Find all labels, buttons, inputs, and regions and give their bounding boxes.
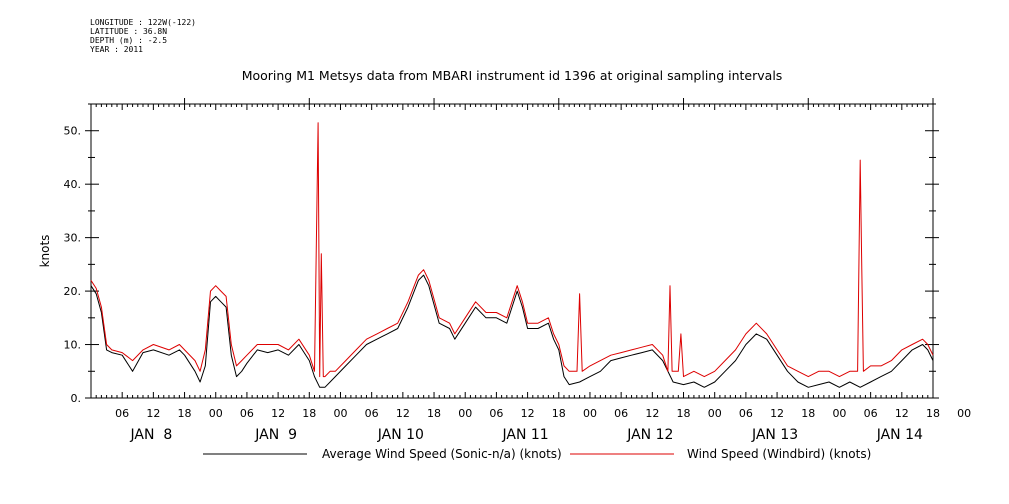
x-tick-label: 00 bbox=[333, 407, 347, 420]
x-tick-label: 12 bbox=[271, 407, 285, 420]
x-tick-label: 00 bbox=[583, 407, 597, 420]
x-tick-label: 12 bbox=[396, 407, 410, 420]
y-tick-label: 50. bbox=[64, 125, 82, 138]
x-tick-label: 06 bbox=[240, 407, 254, 420]
x-tick-label: 12 bbox=[895, 407, 909, 420]
x-tick-label: 12 bbox=[521, 407, 535, 420]
day-label: JAN 9 bbox=[254, 427, 297, 443]
y-tick-label: 10. bbox=[64, 339, 82, 352]
legend: Average Wind Speed (Sonic-n/a) (knots) W… bbox=[203, 447, 871, 461]
day-label: JAN 8 bbox=[129, 427, 172, 443]
year-label: YEAR : 2011 bbox=[90, 45, 143, 54]
day-labels: JAN 8 JAN 9 JAN 10 JAN 11 JAN 12 JAN 13 JAN 14 bbox=[129, 427, 923, 443]
depth-label: DEPTH (m) : -2.5 bbox=[90, 36, 168, 45]
day-label: JAN 10 bbox=[377, 427, 424, 443]
x-tick-label: 06 bbox=[365, 407, 379, 420]
x-tick-label: 00 bbox=[957, 407, 971, 420]
y-tick-labels: 0. 10. 20. 30. 40. 50. bbox=[64, 125, 82, 405]
x-tick-label: 18 bbox=[677, 407, 691, 420]
x-tick-label: 12 bbox=[645, 407, 659, 420]
series-layer bbox=[90, 122, 934, 388]
day-label: JAN 12 bbox=[626, 427, 673, 443]
x-tick-label: 06 bbox=[739, 407, 753, 420]
x-tick-labels: 06 12 18 00 06 12 18 00 06 12 18 00 06 12 18 00 06 12 18 00… bbox=[115, 407, 971, 420]
x-tick-label: 12 bbox=[146, 407, 160, 420]
y-tick-label: 0. bbox=[71, 392, 82, 405]
x-tick-label: 06 bbox=[864, 407, 878, 420]
x-tick-label: 00 bbox=[209, 407, 223, 420]
y-tick-label: 40. bbox=[64, 178, 82, 191]
day-label: JAN 14 bbox=[876, 427, 923, 443]
x-tick-label: 18 bbox=[926, 407, 940, 420]
y-axis-label: knots bbox=[38, 235, 52, 268]
x-tick-label: 18 bbox=[427, 407, 441, 420]
axis-ticks bbox=[85, 98, 939, 399]
x-tick-label: 06 bbox=[489, 407, 503, 420]
x-tick-label: 18 bbox=[302, 407, 316, 420]
x-tick-label: 18 bbox=[801, 407, 815, 420]
y-tick-label: 30. bbox=[64, 232, 82, 245]
latitude-label: LATITUDE : 36.8N bbox=[90, 27, 168, 36]
metadata-block: LONGITUDE : 122W(-122) LATITUDE : 36.8N … bbox=[90, 18, 196, 54]
x-tick-label: 06 bbox=[115, 407, 129, 420]
longitude-label: LONGITUDE : 122W(-122) bbox=[90, 18, 196, 27]
x-tick-label: 18 bbox=[178, 407, 192, 420]
series-line-windbird bbox=[90, 122, 934, 378]
chart-title: Mooring M1 Metsys data from MBARI instru… bbox=[242, 68, 783, 83]
x-tick-label: 12 bbox=[770, 407, 784, 420]
series-line-average-wind bbox=[90, 274, 934, 388]
day-label: JAN 11 bbox=[501, 427, 548, 443]
legend-label-windbird: Wind Speed (Windbird) (knots) bbox=[687, 447, 871, 461]
legend-label-average: Average Wind Speed (Sonic-n/a) (knots) bbox=[322, 447, 562, 461]
x-tick-label: 18 bbox=[552, 407, 566, 420]
y-tick-label: 20. bbox=[64, 285, 82, 298]
x-tick-label: 00 bbox=[708, 407, 722, 420]
x-tick-label: 00 bbox=[458, 407, 472, 420]
plot-frame bbox=[90, 103, 934, 399]
x-tick-label: 00 bbox=[832, 407, 846, 420]
x-tick-label: 06 bbox=[614, 407, 628, 420]
day-label: JAN 13 bbox=[751, 427, 798, 443]
